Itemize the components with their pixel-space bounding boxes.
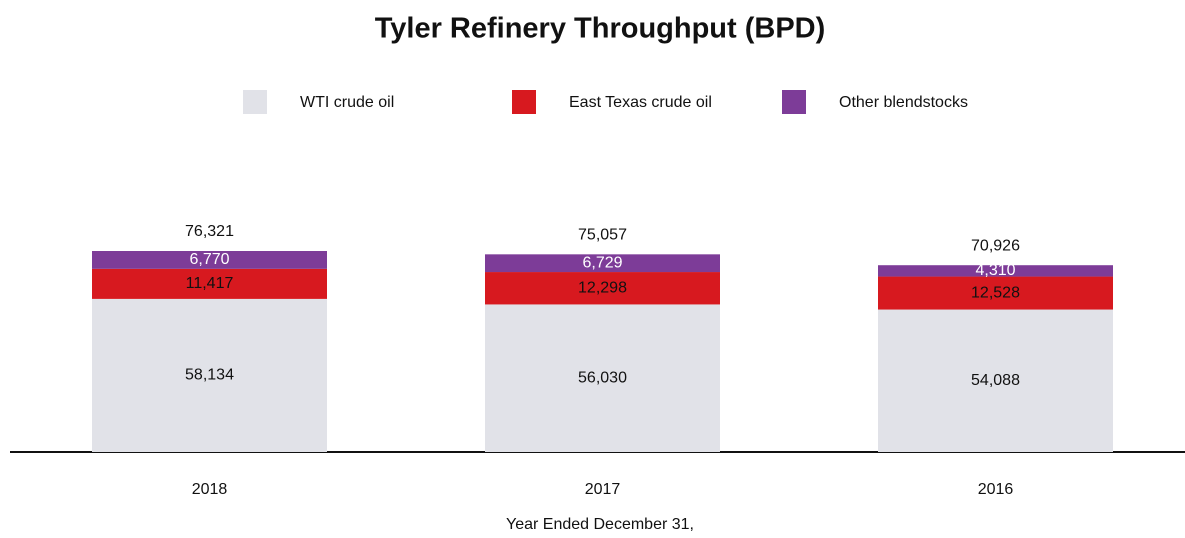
bar-segment (878, 309, 1113, 452)
bar-segment (485, 272, 720, 305)
value-label: 56,030 (578, 369, 627, 386)
value-label: 12,298 (578, 279, 627, 296)
x-tick-label: 2016 (978, 481, 1014, 498)
x-tick-label: 2017 (585, 481, 621, 498)
value-label: 11,417 (186, 275, 234, 292)
total-label: 76,321 (185, 223, 234, 240)
x-axis-label: Year Ended December 31, (506, 516, 694, 533)
legend-label: WTI crude oil (300, 94, 394, 111)
value-label: 54,088 (971, 372, 1020, 389)
legend-swatch (243, 90, 267, 114)
value-label: 6,729 (582, 254, 622, 271)
bar-segment (92, 268, 327, 299)
legend-label: East Texas crude oil (569, 94, 712, 111)
legend-label: Other blendstocks (839, 94, 968, 111)
bar-segment (878, 265, 1113, 277)
bar-segment (485, 254, 720, 273)
bar-segment (485, 304, 720, 452)
value-label: 12,528 (971, 284, 1020, 301)
bar-segment (92, 251, 327, 269)
total-label: 70,926 (971, 237, 1020, 254)
bar-segment (878, 276, 1113, 310)
chart-title: Tyler Refinery Throughput (BPD) (375, 13, 826, 45)
legend-swatch (782, 90, 806, 114)
value-label: 4,310 (975, 262, 1015, 279)
legend-swatch (512, 90, 536, 114)
bar-segment (92, 298, 327, 452)
value-label: 58,134 (185, 367, 234, 384)
x-tick-label: 2018 (192, 481, 228, 498)
value-label: 6,770 (189, 251, 229, 268)
total-label: 75,057 (578, 227, 627, 244)
